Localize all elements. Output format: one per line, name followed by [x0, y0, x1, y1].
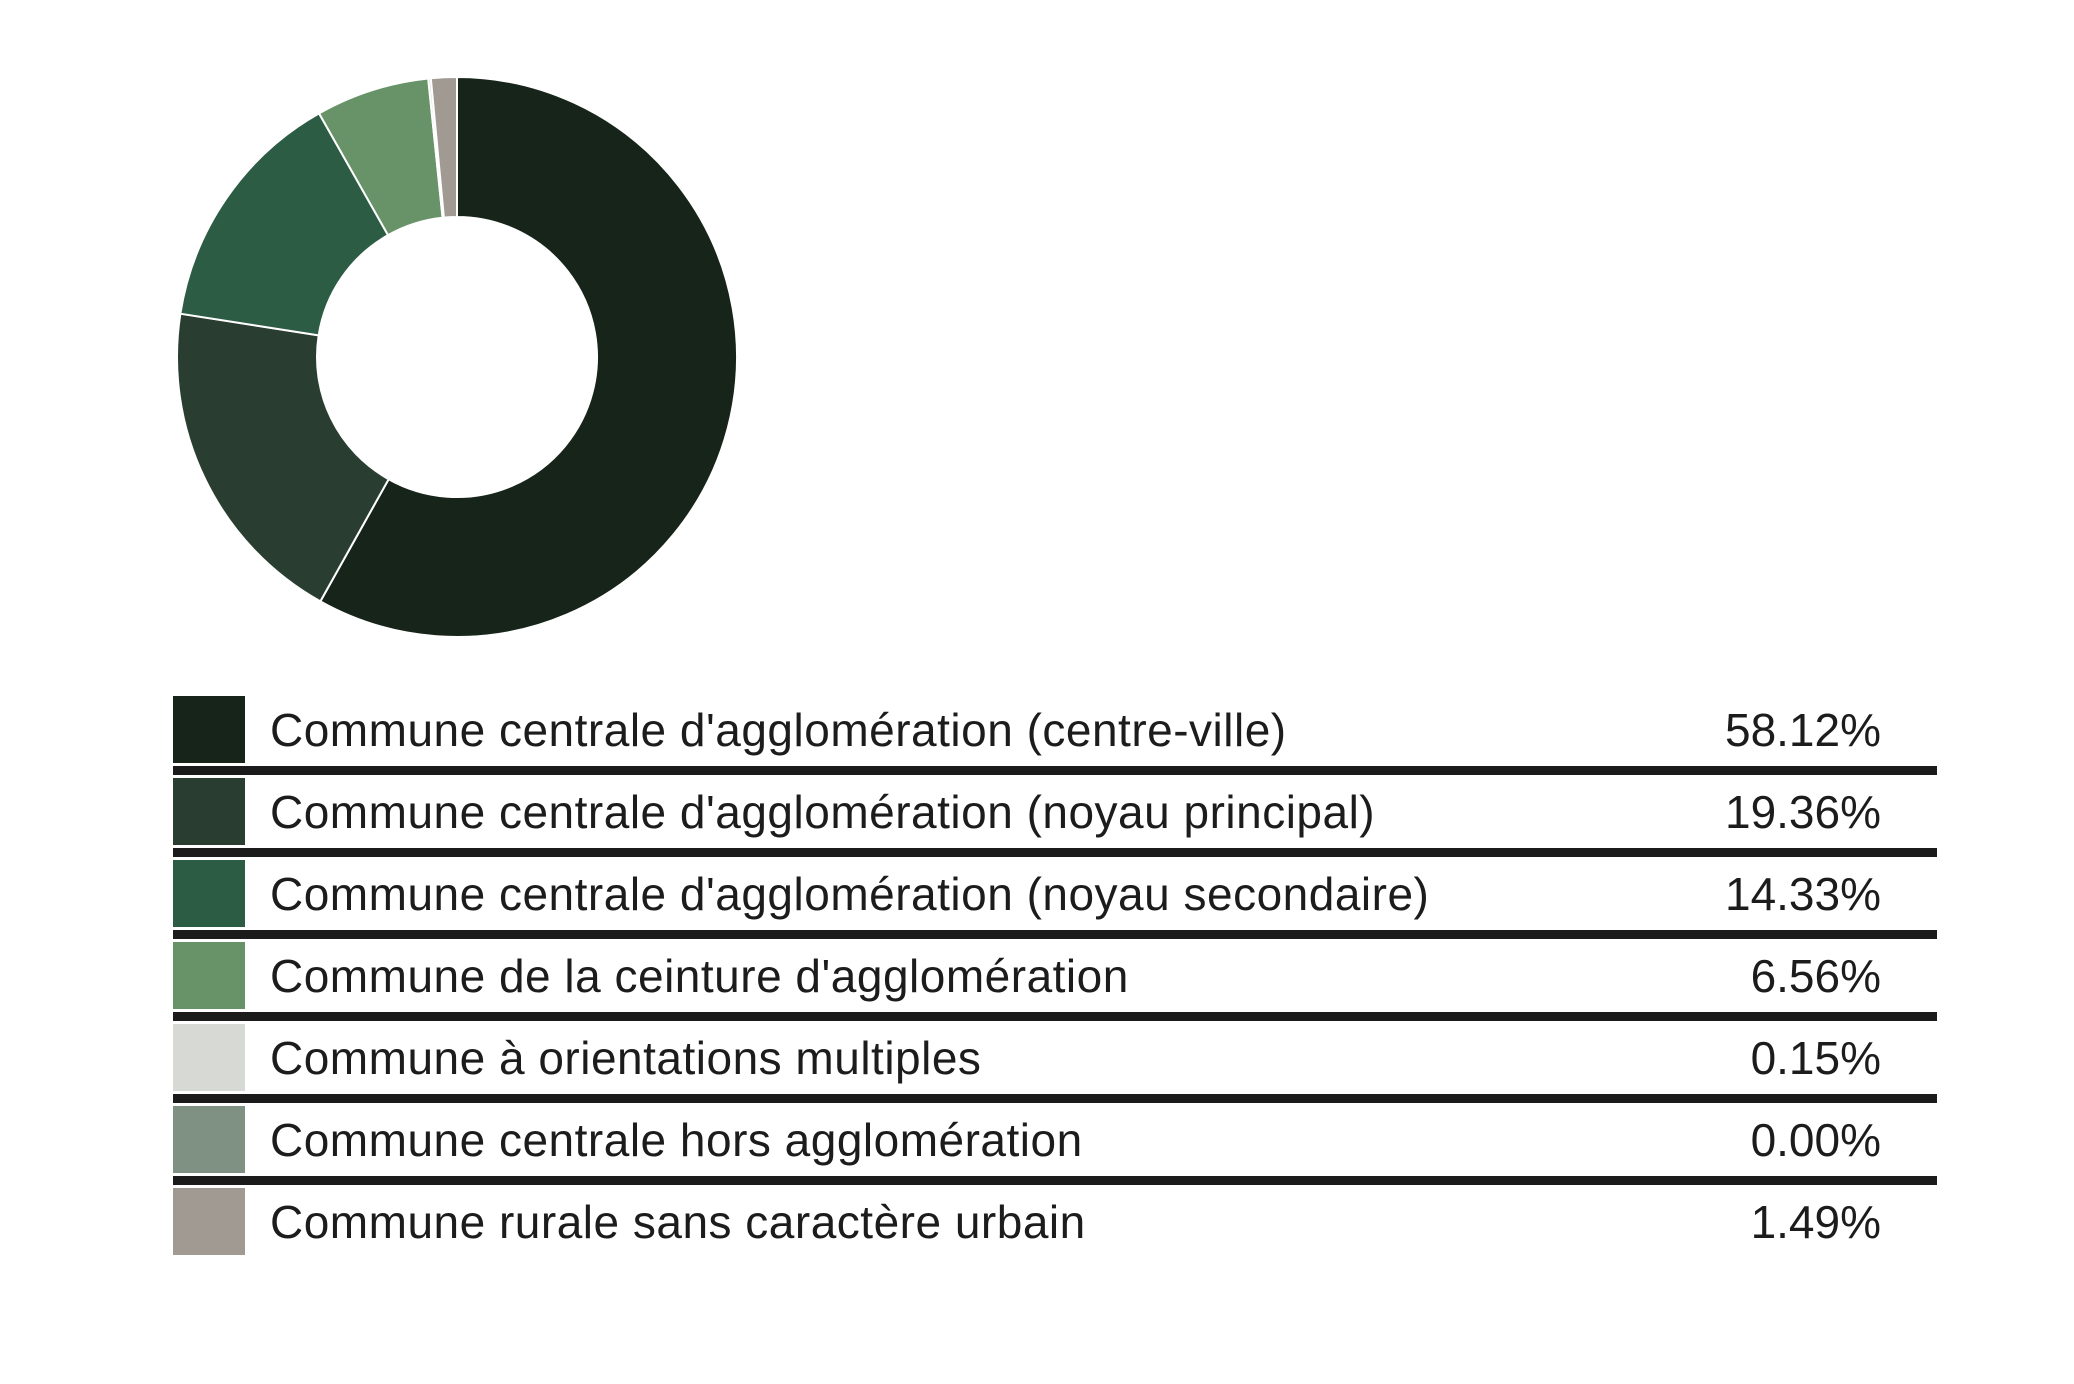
- legend-row: Commune centrale hors agglomération 0.00%: [173, 1103, 1937, 1185]
- legend-label: Commune centrale d'agglomération (noyau …: [270, 867, 1430, 920]
- legend-value: 0.15%: [1750, 1031, 1881, 1084]
- legend-swatch: [173, 1024, 245, 1091]
- legend-label: Commune à orientations multiples: [270, 1031, 982, 1084]
- legend-swatch: [173, 942, 245, 1009]
- legend-row: Commune centrale d'agglomération (noyau …: [173, 857, 1937, 939]
- donut-slice: [176, 312, 391, 603]
- legend-swatch: [173, 1188, 245, 1255]
- legend-swatch: [173, 860, 245, 927]
- legend-label: Commune centrale d'agglomération (noyau …: [270, 785, 1376, 838]
- legend-value: 14.33%: [1724, 867, 1881, 920]
- legend-swatch: [173, 696, 245, 763]
- legend-swatch: [173, 778, 245, 845]
- legend-label: Commune de la ceinture d'agglomération: [270, 949, 1129, 1002]
- legend-row: Commune centrale d'agglomération (noyau …: [173, 775, 1937, 857]
- legend-value: 0.00%: [1750, 1113, 1881, 1166]
- legend-row: Commune de la ceinture d'agglomération 6.…: [173, 939, 1937, 1021]
- legend-label: Commune rurale sans caractère urbain: [270, 1195, 1086, 1248]
- legend-value: 19.36%: [1724, 785, 1881, 838]
- legend-value: 1.49%: [1750, 1195, 1881, 1248]
- donut-chart: [176, 75, 738, 638]
- legend-label: Commune centrale d'agglomération (centre…: [270, 703, 1287, 756]
- legend-table: Commune centrale d'agglomération (centre…: [173, 693, 1937, 1258]
- donut-slice: [179, 111, 390, 337]
- legend-row: Commune centrale d'agglomération (centre…: [173, 693, 1937, 775]
- donut-slice: [318, 75, 738, 638]
- legend-row: Commune à orientations multiples 0.15%: [173, 1021, 1937, 1103]
- legend-label: Commune centrale hors agglomération: [270, 1113, 1083, 1166]
- legend-row: Commune rurale sans caractère urbain 1.49…: [173, 1185, 1937, 1258]
- legend-value: 6.56%: [1750, 949, 1881, 1002]
- donut-slice: [429, 75, 458, 219]
- legend-swatch: [173, 1106, 245, 1173]
- legend-value: 58.12%: [1724, 703, 1881, 756]
